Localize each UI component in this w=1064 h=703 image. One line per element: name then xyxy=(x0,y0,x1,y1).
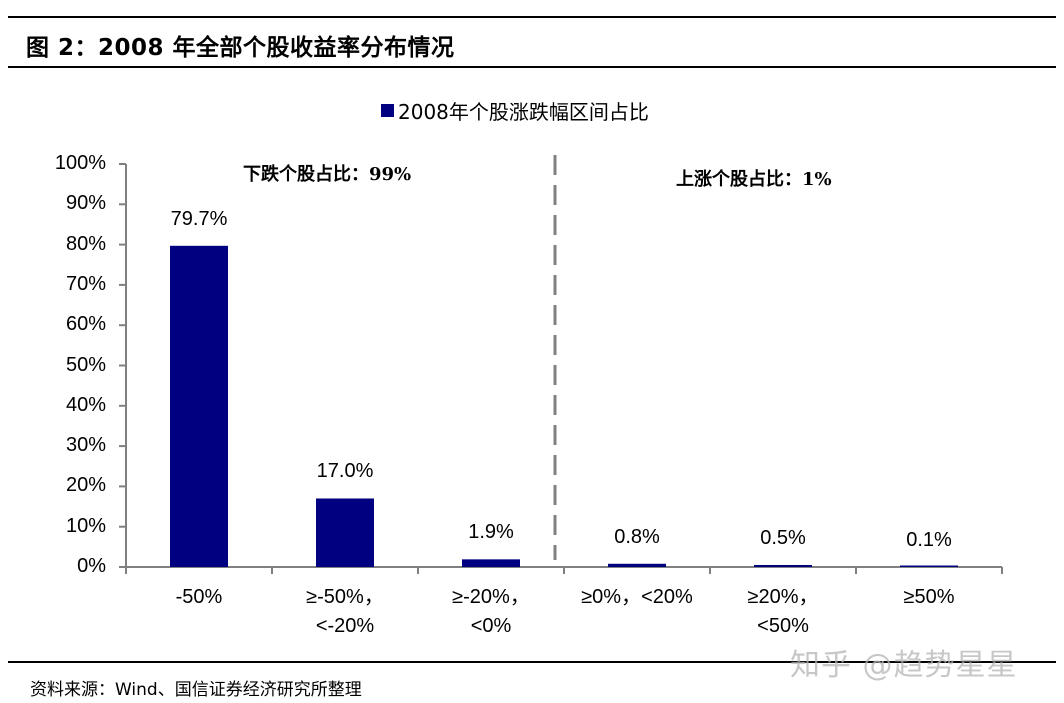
x-category-label: ≥-20%， <0% xyxy=(418,583,564,641)
y-tick-label: 50% xyxy=(65,353,106,376)
legend-swatch xyxy=(381,104,394,117)
y-tick-label: 40% xyxy=(65,393,106,416)
x-category-line: <50% xyxy=(757,615,809,637)
watermark: 知乎 @趋势星星 xyxy=(790,648,1018,683)
x-category-line: -50% xyxy=(175,586,223,608)
annotation-down: 下跌个股占比：99% xyxy=(243,164,412,185)
x-category-label: -50% xyxy=(126,583,272,612)
x-category-line: ≥0%，<20% xyxy=(581,586,693,608)
bar-value-label: 0.1% xyxy=(906,529,952,551)
x-category-line: <0% xyxy=(470,615,512,637)
legend: 2008年个股涨跌幅区间占比 xyxy=(381,96,649,125)
bar xyxy=(316,498,374,567)
x-category-line: ≥-20%， xyxy=(452,586,530,608)
bar-value-label: 79.7% xyxy=(170,207,228,230)
x-category-line: ≥-50%， xyxy=(306,586,384,608)
bar xyxy=(900,565,958,567)
bar xyxy=(462,559,520,567)
bar xyxy=(754,564,812,567)
bar-value-label: 1.9% xyxy=(468,521,514,544)
bar-value-label: 0.5% xyxy=(760,526,806,549)
y-tick-label: 90% xyxy=(65,192,106,215)
title-rule xyxy=(8,66,1056,68)
bottom-rule xyxy=(8,661,1056,663)
x-category-label: ≥20%， <50% xyxy=(710,583,856,641)
y-tick-label: 20% xyxy=(65,474,106,497)
bar xyxy=(170,245,228,567)
top-rule xyxy=(8,16,1056,18)
annotation-up: 上涨个股占比：1% xyxy=(676,169,832,190)
y-tick-label: 80% xyxy=(65,232,106,255)
y-tick-label: 30% xyxy=(65,434,106,457)
x-category-label: ≥-50%， <-20% xyxy=(272,583,418,641)
y-tick-label: 10% xyxy=(65,514,106,537)
y-tick-label: 0% xyxy=(77,555,106,577)
x-category-label: ≥0%，<20% xyxy=(564,583,710,612)
y-tick-label: 70% xyxy=(65,272,106,295)
x-category-label: ≥50% xyxy=(856,583,1002,612)
source-note: 资料来源：Wind、国信证券经济研究所整理 xyxy=(30,680,362,700)
bar-value-label: 17.0% xyxy=(316,460,374,483)
x-category-line: ≥20%， xyxy=(747,586,819,608)
x-category-line: ≥50% xyxy=(903,586,955,608)
x-category-line: <-20% xyxy=(315,615,375,637)
y-tick-label: 60% xyxy=(65,313,106,336)
figure-title: 图 2：2008 年全部个股收益率分布情况 xyxy=(26,35,455,61)
y-tick-label: 100% xyxy=(54,152,106,174)
bar xyxy=(608,563,666,567)
bar-value-label: 0.8% xyxy=(614,525,660,548)
legend-label: 2008年个股涨跌幅区间占比 xyxy=(398,100,649,124)
